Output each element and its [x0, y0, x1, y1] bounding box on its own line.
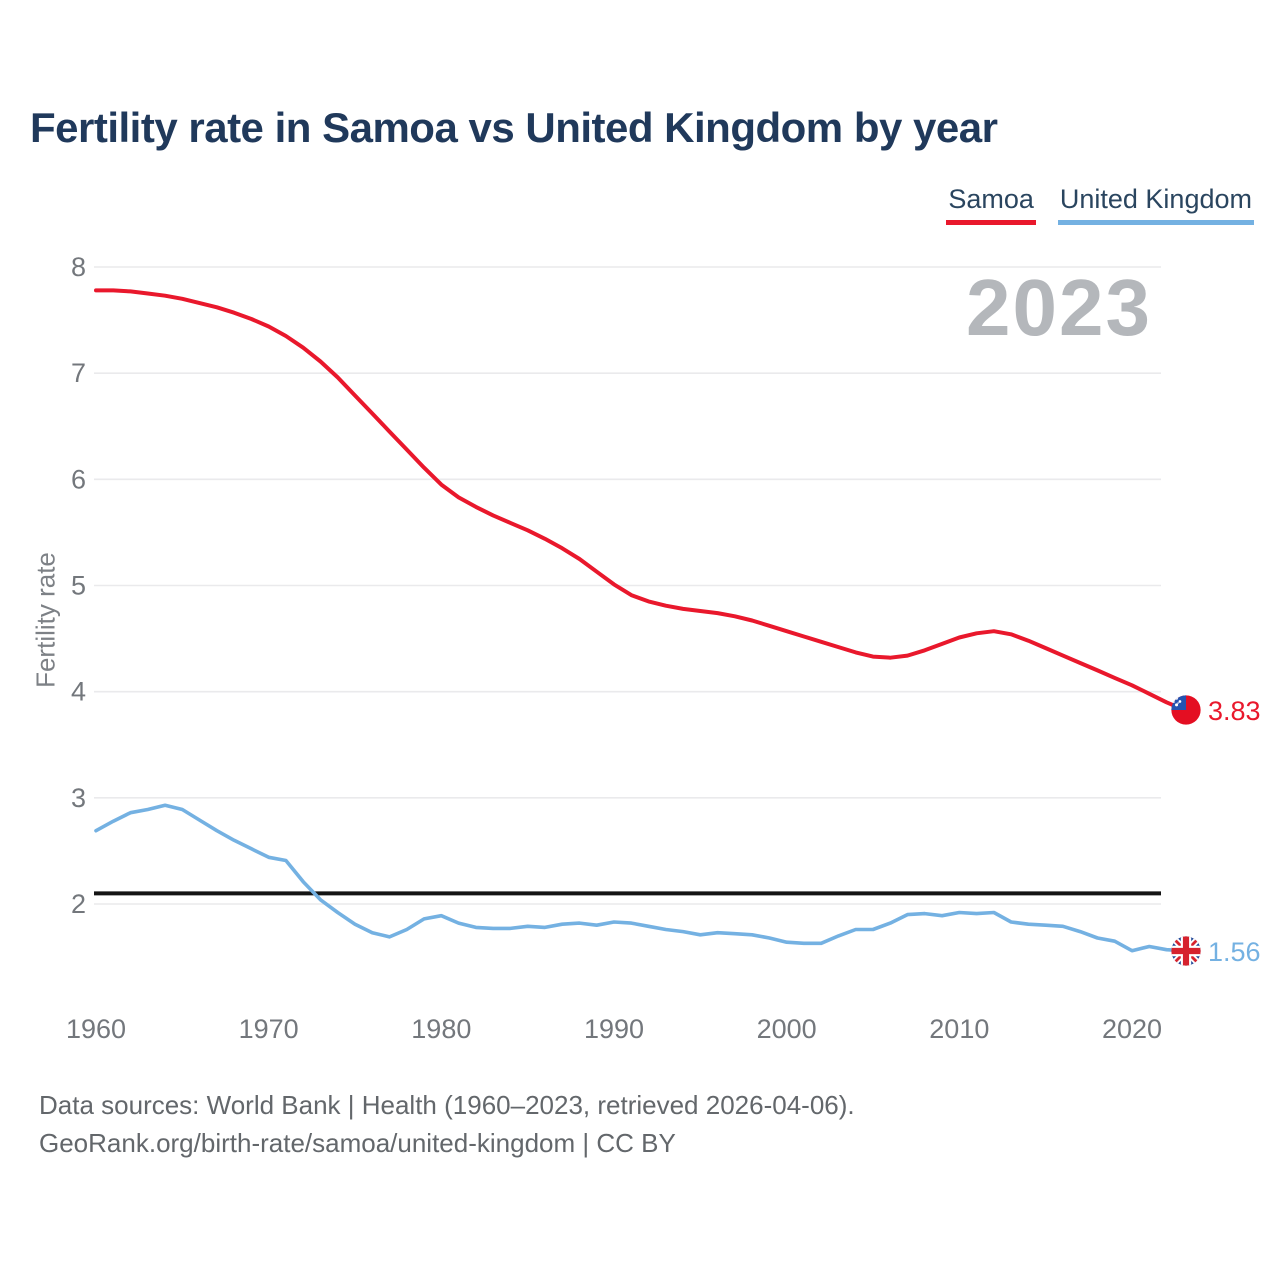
x-tick-label: 1970 — [239, 1014, 299, 1044]
x-tick-label: 1960 — [66, 1014, 126, 1044]
y-tick-label: 6 — [71, 464, 86, 494]
gridlines — [94, 266, 1161, 905]
uk-flag-icon — [1171, 936, 1201, 966]
y-axis-tick-labels: 8 7 6 5 4 3 2 — [71, 252, 86, 919]
legend-item-samoa[interactable]: Samoa — [946, 184, 1036, 225]
uk-end-value-label: 1.56 — [1208, 937, 1261, 967]
samoa-flag-icon — [1171, 695, 1201, 725]
y-tick-label: 8 — [71, 252, 86, 282]
y-tick-label: 7 — [71, 358, 86, 388]
samoa-end-value-label: 3.83 — [1208, 696, 1261, 726]
y-tick-label: 5 — [71, 571, 86, 601]
page-title: Fertility rate in Samoa vs United Kingdo… — [30, 104, 998, 151]
x-tick-label: 2010 — [929, 1014, 989, 1044]
x-tick-label: 1980 — [411, 1014, 471, 1044]
x-tick-label: 1990 — [584, 1014, 644, 1044]
watermark-year-label: 2023 — [966, 263, 1152, 352]
footer: Data sources: World Bank | Health (1960–… — [39, 1086, 855, 1162]
series-lines — [94, 288, 1186, 953]
x-tick-label: 2000 — [757, 1014, 817, 1044]
footer-data-sources: Data sources: World Bank | Health (1960–… — [39, 1090, 855, 1120]
series-line-united-kingdom — [94, 803, 1186, 953]
x-axis-tick-labels: 1960 1970 1980 1990 2000 2010 2020 — [66, 1014, 1162, 1044]
y-tick-label: 2 — [71, 889, 86, 919]
series-line-samoa — [94, 288, 1186, 712]
y-tick-label: 4 — [71, 677, 86, 707]
legend-item-united-kingdom[interactable]: United Kingdom — [1057, 184, 1254, 225]
y-tick-label: 3 — [71, 783, 86, 813]
legend: Samoa United Kingdom — [946, 184, 1254, 225]
footer-attribution: GeoRank.org/birth-rate/samoa/united-king… — [39, 1128, 676, 1158]
x-tick-label: 2020 — [1102, 1014, 1162, 1044]
